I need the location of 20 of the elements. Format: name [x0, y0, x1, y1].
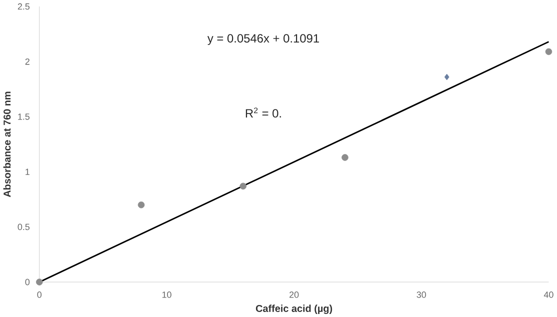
- y-tick-label: 0: [25, 278, 30, 286]
- y-tick-label: 2: [25, 58, 30, 65]
- x-tick-label: 0: [37, 291, 42, 298]
- y-tick-label: 1: [26, 168, 30, 175]
- y-tick-label: 1.5: [18, 113, 30, 120]
- point: [342, 154, 348, 161]
- y-axis-title: Absorbance at 760 nm: [3, 92, 11, 197]
- y-tick-label: 0.5: [18, 224, 30, 230]
- x-tick-label: 10: [162, 291, 172, 298]
- point: [444, 74, 450, 80]
- annotation: y = 0.0546x + 0.1091: [207, 34, 319, 45]
- point: [36, 278, 43, 286]
- annotation: R$^{2}$ = 0.: [246, 107, 281, 118]
- point: [138, 201, 145, 208]
- point: [240, 182, 246, 190]
- x-axis-title: Caffeic acid (µg): [256, 304, 332, 314]
- x-tick-label: 40: [544, 291, 554, 298]
- x-tick-label: 30: [416, 291, 426, 298]
- x-tick-label: 20: [290, 291, 299, 298]
- y-tick-label: 2.5: [18, 3, 30, 10]
